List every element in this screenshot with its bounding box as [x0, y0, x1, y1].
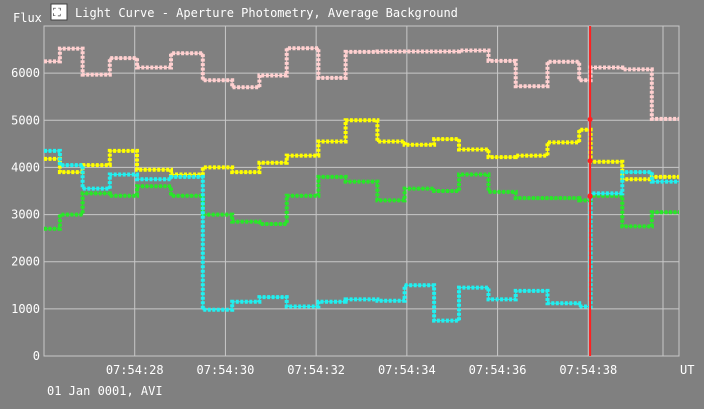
series-line-1: [44, 46, 679, 121]
y-axis-label: Flux: [13, 11, 42, 25]
x-tick-label: 07:54:34: [378, 363, 436, 377]
time-cursor[interactable]: [587, 26, 593, 356]
grid-lines: [44, 26, 679, 356]
plot-frame: [43, 25, 680, 357]
series-line-2: [44, 118, 679, 182]
series-line-4: [44, 148, 679, 323]
title-bar: ⛶ Light Curve - Aperture Photometry, Ave…: [50, 3, 458, 21]
y-tick-label: 3000: [11, 208, 40, 222]
series-line-2-connector: [44, 119, 679, 180]
footer-info: 01 Jan 0001, AVI: [47, 384, 163, 398]
x-axis-label: UT: [680, 363, 694, 377]
cursor-marker: [587, 193, 593, 199]
y-tick-label: 1000: [11, 302, 40, 316]
app-icon-glyph: ⛶: [53, 6, 61, 19]
y-axis-ticks: 0 1000 2000 3000 4000 5000 6000: [11, 66, 40, 363]
series-lines: [44, 46, 679, 323]
series-line-3: [44, 172, 679, 231]
cursor-marker: [587, 158, 593, 164]
y-tick-label: 5000: [11, 113, 40, 127]
x-tick-label: 07:54:32: [287, 363, 345, 377]
x-tick-label: 07:54:38: [559, 363, 617, 377]
x-tick-label: 07:54:36: [469, 363, 527, 377]
cursor-marker: [587, 116, 593, 122]
series-line-1-connector: [44, 47, 679, 120]
chart-title: Light Curve - Aperture Photometry, Avera…: [75, 6, 458, 20]
series-line-4-connector: [44, 150, 679, 322]
y-tick-label: 4000: [11, 160, 40, 174]
y-tick-label: 2000: [11, 255, 40, 269]
y-tick-label: 0: [33, 349, 40, 363]
y-tick-label: 6000: [11, 66, 40, 80]
x-tick-label: 07:54:28: [106, 363, 164, 377]
x-tick-label: 07:54:30: [197, 363, 255, 377]
x-axis-ticks: 07:54:28 07:54:30 07:54:32 07:54:34 07:54:36…: [106, 363, 617, 377]
light-curve-app-icon[interactable]: [50, 3, 68, 21]
series-line-3-connector: [44, 174, 679, 230]
